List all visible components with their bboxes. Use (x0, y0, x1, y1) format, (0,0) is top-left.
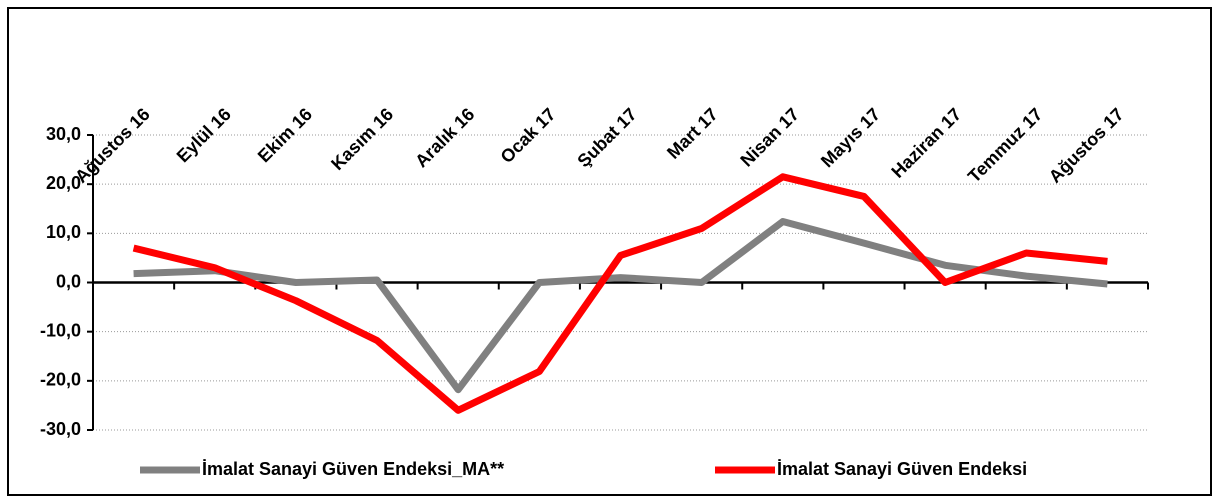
y-tick-label: -10,0 (40, 320, 81, 340)
series-line (133, 218, 1108, 394)
y-tick-label: 20,0 (46, 173, 81, 193)
y-tick-label: 0,0 (56, 271, 81, 291)
y-tick-label: 10,0 (46, 222, 81, 242)
y-tick-label: -20,0 (40, 370, 81, 390)
legend-label: İmalat Sanayi Güven Endeksi_MA** (202, 459, 504, 479)
y-tick-label: 30,0 (46, 124, 81, 144)
chart-border (7, 7, 1212, 496)
series-line (132, 173, 1108, 414)
legend-label: İmalat Sanayi Güven Endeksi (777, 459, 1027, 479)
y-tick-label: -30,0 (40, 419, 81, 439)
